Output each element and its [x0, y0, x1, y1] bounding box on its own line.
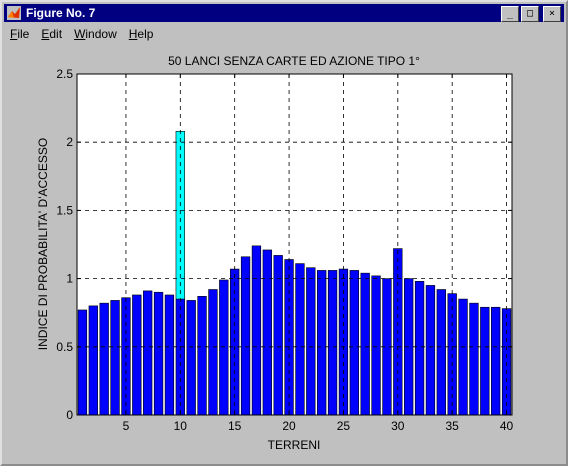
bar-terreno-36 — [458, 298, 468, 416]
window-title: Figure No. 7 — [26, 6, 96, 20]
x-tick-label: 40 — [500, 419, 514, 433]
bar-terreno-34 — [436, 289, 446, 416]
menu-help[interactable]: Help — [128, 26, 154, 41]
title-bar[interactable]: Figure No. 7 _ □ × — [4, 4, 564, 22]
bars-group — [77, 130, 512, 416]
bar-terreno-2 — [88, 305, 98, 416]
bar-terreno-19 — [273, 255, 283, 416]
bar-terreno-32 — [414, 281, 425, 416]
x-tick-label: 30 — [391, 419, 405, 433]
x-axis-label: TERRENI — [268, 438, 321, 452]
bar-terreno-28 — [371, 275, 381, 416]
bar-terreno-13 — [208, 289, 218, 416]
bar-terreno-21 — [295, 263, 305, 416]
x-tick-label: 20 — [282, 419, 296, 433]
menu-file[interactable]: File — [10, 26, 30, 41]
bar-terreno-14 — [219, 279, 229, 416]
bar-terreno-17 — [251, 245, 262, 416]
bar-terreno-23 — [317, 270, 327, 416]
chart-title: 50 LANCI SENZA CARTE ED AZIONE TIPO 1° — [168, 54, 420, 68]
plot-area — [77, 74, 512, 415]
bar-terreno-16 — [240, 256, 251, 416]
minimize-button[interactable]: _ — [501, 6, 519, 22]
plot-frame — [76, 73, 513, 416]
x-axis: 5 10 15 20 25 30 35 40 — [123, 74, 514, 433]
y-tick-label: 2 — [66, 135, 73, 149]
bar-terreno-26 — [349, 270, 359, 416]
bar-terreno-27 — [360, 272, 370, 416]
bar-chart: 50 LANCI SENZA CARTE ED AZIONE TIPO 1° 0… — [36, 54, 514, 452]
y-tick-label: 1 — [66, 272, 73, 286]
bar-terreno-11 — [186, 300, 196, 416]
bar-terreno-33 — [425, 285, 436, 416]
menu-edit[interactable]: Edit — [41, 26, 63, 41]
y-axis-label: INDICE DI PROBABILITA' D'ACCESSO — [36, 138, 50, 350]
bar-terreno-6 — [132, 294, 142, 416]
x-tick-label: 15 — [228, 419, 242, 433]
bar-terreno-4 — [110, 300, 120, 416]
matlab-logo-icon — [7, 6, 21, 20]
y-axis: 0 0.5 1 1.5 2 2.5 — [56, 67, 512, 422]
maximize-button[interactable]: □ — [521, 6, 539, 22]
close-button[interactable]: × — [543, 6, 561, 22]
y-tick-label: 2.5 — [56, 67, 73, 81]
y-tick-label: 0.5 — [56, 340, 73, 354]
menu-bar: File Edit Window Help — [4, 24, 564, 43]
bar-terreno-18 — [262, 249, 272, 416]
grid-lines — [77, 74, 512, 415]
bar-terreno-39 — [491, 306, 501, 416]
bar-terreno-7 — [143, 290, 153, 416]
y-tick-label: 1.5 — [56, 203, 73, 217]
bar-terreno-1 — [77, 309, 88, 416]
x-tick-label: 10 — [174, 419, 188, 433]
window-controls: _ □ × — [501, 6, 561, 22]
bar-terreno-24 — [327, 270, 338, 416]
bar-terreno-9 — [164, 294, 175, 416]
x-tick-label: 35 — [446, 419, 460, 433]
x-tick-label: 25 — [337, 419, 351, 433]
menu-window[interactable]: Window — [74, 26, 117, 41]
figure-area: 50 LANCI SENZA CARTE ED AZIONE TIPO 1° 0… — [4, 44, 564, 462]
bar-terreno-12 — [197, 296, 207, 416]
bar-terreno-22 — [306, 267, 316, 416]
bar-terreno-8 — [153, 291, 164, 416]
y-tick-label: 0 — [66, 408, 73, 422]
bar-terreno-38 — [480, 306, 490, 416]
x-tick-label: 5 — [123, 419, 130, 433]
bar-terreno-37 — [469, 302, 479, 416]
bar-terreno-3 — [99, 302, 109, 416]
